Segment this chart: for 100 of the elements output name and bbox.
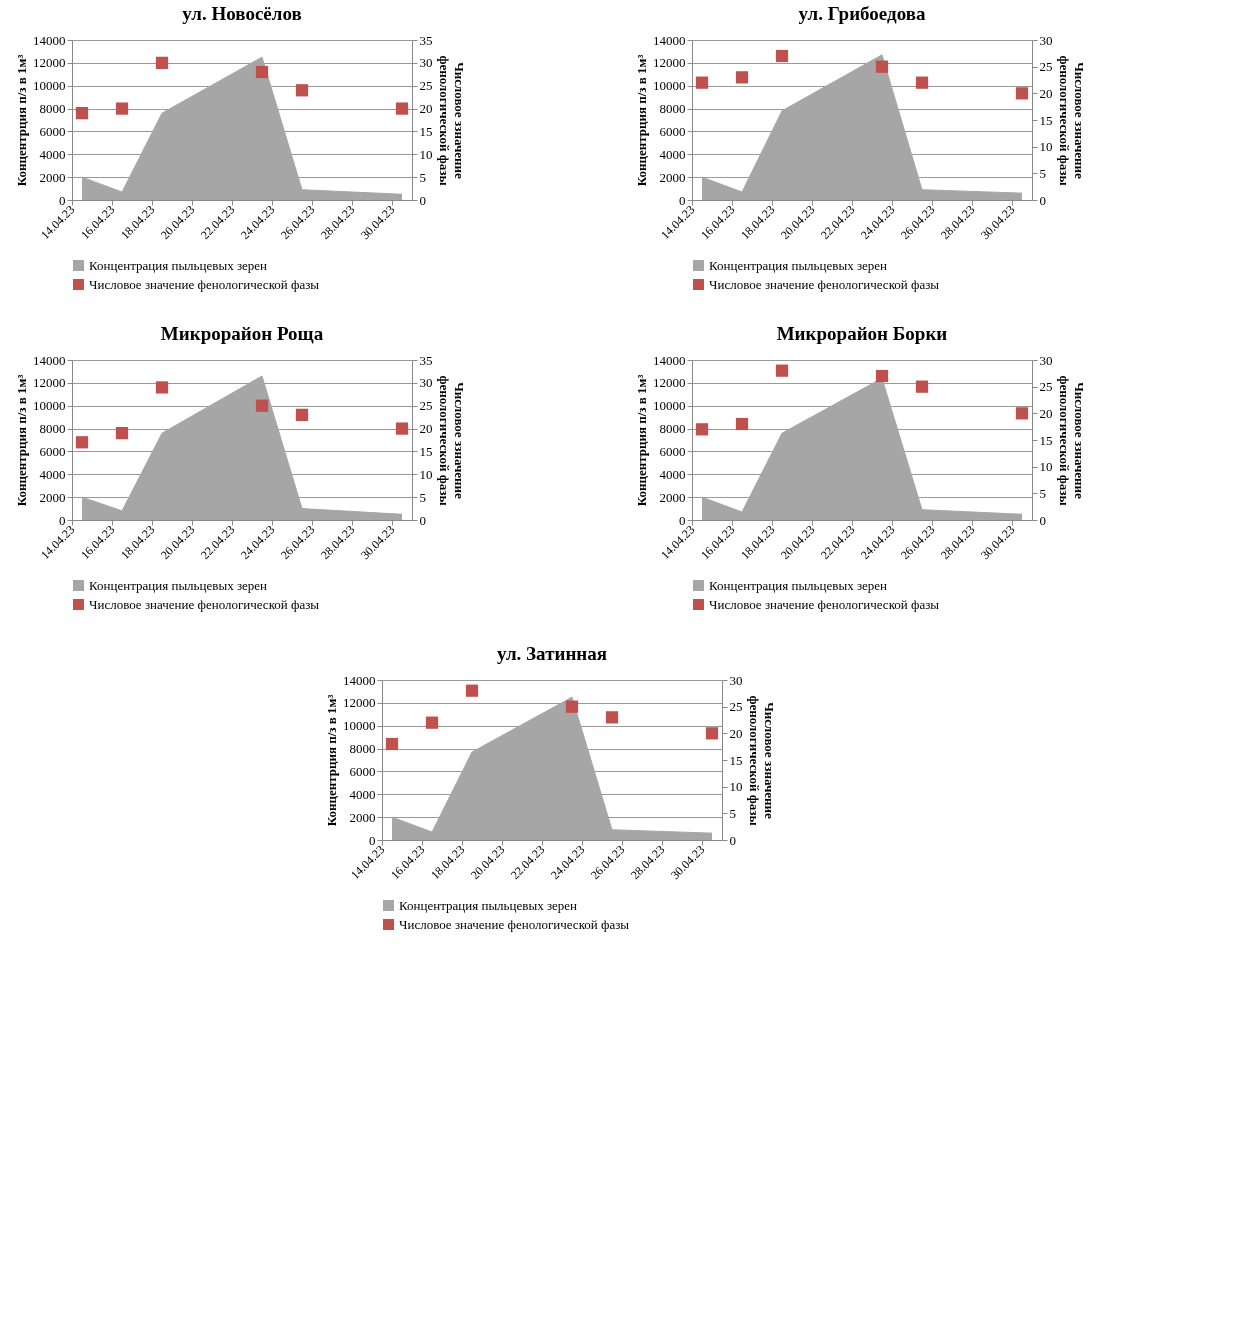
chart-title: ул. Новосёлов bbox=[182, 3, 302, 24]
y-tick-label: 12000 bbox=[653, 55, 686, 71]
y-tick-label: 0 bbox=[679, 192, 686, 208]
y2-tick-label: 5 bbox=[419, 169, 426, 185]
y-tick-label: 6000 bbox=[39, 443, 66, 459]
chart-title: ул. Грибоедова bbox=[798, 3, 926, 24]
y2-tick-label: 20 bbox=[1039, 405, 1053, 421]
y2-tick-label: 25 bbox=[419, 398, 433, 414]
y2-tick-label: 10 bbox=[1039, 139, 1053, 155]
y2-tick-label: 20 bbox=[729, 725, 743, 741]
y2-tick-label: 35 bbox=[419, 32, 433, 48]
y-tick-label: 12000 bbox=[33, 55, 66, 71]
y-tick-label: 10000 bbox=[33, 78, 66, 94]
y-axis-title: Концентрция п/з в 1м³ bbox=[634, 54, 649, 187]
y2-tick-label: 15 bbox=[729, 752, 743, 768]
legend-label: Концентрация пыльцевых зерен bbox=[89, 577, 268, 593]
y2-tick-label: 0 bbox=[1039, 512, 1046, 528]
y2-axis-title: Числовое ззначение фенологической фазы bbox=[1056, 375, 1087, 506]
y2-tick-label: 25 bbox=[419, 78, 433, 94]
y2-tick-label: 5 bbox=[1039, 485, 1046, 501]
y-tick-label: 0 bbox=[369, 832, 376, 848]
y-tick-label: 0 bbox=[59, 192, 66, 208]
y-tick-label: 12000 bbox=[33, 375, 66, 391]
legend-label: Числовое значение фенологической фазы bbox=[399, 916, 630, 932]
y2-tick-label: 5 bbox=[1039, 165, 1046, 181]
legend-label: Числовое значение фенологической фазы bbox=[709, 596, 940, 612]
y-tick-label: 2000 bbox=[39, 169, 66, 185]
y-tick-label: 10000 bbox=[33, 398, 66, 414]
y-tick-label: 4000 bbox=[659, 466, 686, 482]
y-tick-label: 14000 bbox=[653, 352, 686, 368]
y2-tick-label: 25 bbox=[1039, 379, 1053, 395]
y2-tick-label: 10 bbox=[419, 146, 433, 162]
y-tick-label: 6000 bbox=[349, 763, 376, 779]
legend-label: Концентрация пыльцевых зерен bbox=[709, 577, 888, 593]
y-tick-label: 0 bbox=[59, 512, 66, 528]
y2-axis-title: Числовое ззначение фенологической фазы bbox=[436, 375, 467, 506]
y2-tick-label: 15 bbox=[1039, 112, 1053, 128]
y2-tick-label: 15 bbox=[1039, 432, 1053, 448]
legend-label: Числовое значение фенологической фазы bbox=[709, 276, 940, 292]
y2-tick-label: 30 bbox=[1039, 32, 1053, 48]
y2-tick-label: 30 bbox=[419, 375, 433, 391]
y2-axis-title: Числовое ззначение фенологической фазы bbox=[436, 55, 467, 186]
y-tick-label: 8000 bbox=[659, 421, 686, 437]
y-axis-title: Концентрция п/з в 1м³ bbox=[14, 374, 29, 507]
y2-tick-label: 20 bbox=[419, 421, 433, 437]
y2-tick-label: 15 bbox=[419, 443, 433, 459]
y-tick-label: 2000 bbox=[39, 489, 66, 505]
y2-tick-label: 15 bbox=[419, 123, 433, 139]
y-tick-label: 4000 bbox=[39, 466, 66, 482]
y-tick-label: 12000 bbox=[343, 695, 376, 711]
y-tick-label: 14000 bbox=[33, 32, 66, 48]
y-axis-title: Концентрция п/з в 1м³ bbox=[324, 694, 339, 827]
y-tick-label: 4000 bbox=[659, 146, 686, 162]
y-axis-title: Концентрция п/з в 1м³ bbox=[634, 374, 649, 507]
y-tick-label: 6000 bbox=[659, 443, 686, 459]
y-tick-label: 2000 bbox=[349, 809, 376, 825]
legend-label: Концентрация пыльцевых зерен bbox=[709, 257, 888, 273]
legend-label: Числовое значение фенологической фазы bbox=[89, 596, 320, 612]
y-tick-label: 14000 bbox=[343, 672, 376, 688]
y-tick-label: 6000 bbox=[659, 123, 686, 139]
y-tick-label: 10000 bbox=[343, 718, 376, 734]
y-tick-label: 2000 bbox=[659, 169, 686, 185]
y2-tick-label: 10 bbox=[419, 466, 433, 482]
y2-tick-label: 5 bbox=[729, 805, 736, 821]
y-tick-label: 4000 bbox=[39, 146, 66, 162]
y2-tick-label: 25 bbox=[1039, 59, 1053, 75]
legend-label: Числовое значение фенологической фазы bbox=[89, 276, 320, 292]
y-tick-label: 14000 bbox=[33, 352, 66, 368]
y2-tick-label: 35 bbox=[419, 352, 433, 368]
y2-tick-label: 30 bbox=[729, 672, 743, 688]
y2-tick-label: 20 bbox=[419, 101, 433, 117]
y-tick-label: 8000 bbox=[39, 421, 66, 437]
y-tick-label: 8000 bbox=[659, 101, 686, 117]
y2-tick-label: 10 bbox=[729, 779, 743, 795]
y-tick-label: 6000 bbox=[39, 123, 66, 139]
y2-tick-label: 25 bbox=[729, 699, 743, 715]
y2-tick-label: 0 bbox=[1039, 192, 1046, 208]
y-tick-label: 8000 bbox=[39, 101, 66, 117]
y2-tick-label: 0 bbox=[419, 512, 426, 528]
y2-tick-label: 10 bbox=[1039, 459, 1053, 475]
y-tick-label: 10000 bbox=[653, 398, 686, 414]
y2-tick-label: 30 bbox=[419, 55, 433, 71]
y2-axis-title: Числовое ззначение фенологической фазы bbox=[746, 695, 777, 826]
y-axis-title: Концентрция п/з в 1м³ bbox=[14, 54, 29, 187]
y2-tick-label: 5 bbox=[419, 489, 426, 505]
legend-label: Концентрация пыльцевых зерен bbox=[399, 897, 578, 913]
y-tick-label: 4000 bbox=[349, 786, 376, 802]
chart-title: ул. Затинная bbox=[496, 643, 608, 664]
y-tick-label: 0 bbox=[679, 512, 686, 528]
y2-tick-label: 30 bbox=[1039, 352, 1053, 368]
legend-label: Концентрация пыльцевых зерен bbox=[89, 257, 268, 273]
y2-axis-title: Числовое ззначение фенологической фазы bbox=[1056, 55, 1087, 186]
y-tick-label: 2000 bbox=[659, 489, 686, 505]
y-tick-label: 10000 bbox=[653, 78, 686, 94]
y2-tick-label: 0 bbox=[729, 832, 736, 848]
y2-tick-label: 0 bbox=[419, 192, 426, 208]
chart-title: Микрорайон Роща bbox=[160, 323, 324, 344]
y2-tick-label: 20 bbox=[1039, 85, 1053, 101]
y-tick-label: 12000 bbox=[653, 375, 686, 391]
y-tick-label: 14000 bbox=[653, 32, 686, 48]
